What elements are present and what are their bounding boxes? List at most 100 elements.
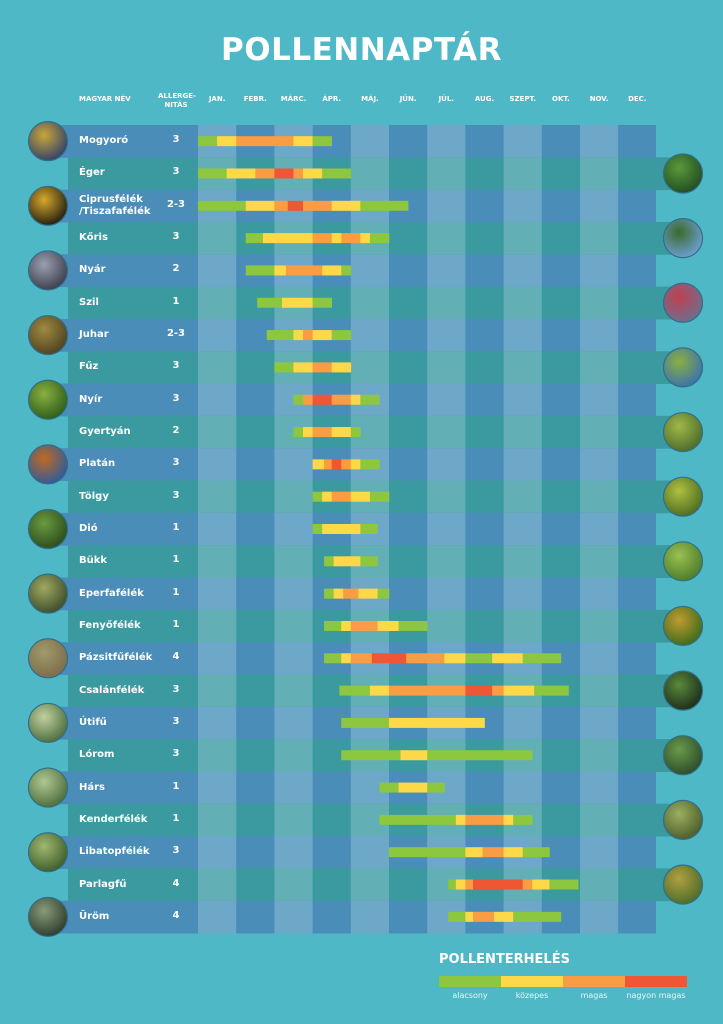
plant-photo bbox=[662, 605, 704, 647]
month-cell bbox=[198, 545, 237, 578]
month-cell bbox=[427, 125, 466, 158]
month-header: MÁRC. bbox=[280, 95, 307, 103]
pollen-segment bbox=[245, 233, 264, 244]
allergenity-value: 3 bbox=[172, 683, 180, 695]
plant-photo bbox=[662, 799, 704, 840]
pollen-segment bbox=[312, 362, 332, 373]
pollen-segment bbox=[473, 911, 495, 922]
table-row bbox=[68, 864, 704, 905]
month-cell bbox=[427, 189, 466, 223]
pollen-segment bbox=[322, 168, 352, 179]
plant-photo bbox=[27, 702, 69, 744]
legend-bar bbox=[439, 976, 687, 987]
pollen-segment bbox=[324, 588, 334, 599]
allergenity-value: 1 bbox=[172, 554, 180, 566]
allergenity-value: 3 bbox=[172, 715, 180, 727]
plant-name: Ciprusfélék/Tiszafafélék bbox=[79, 193, 151, 217]
month-cell bbox=[503, 480, 542, 514]
pollen-segment bbox=[274, 265, 287, 276]
pollen-segment bbox=[324, 653, 342, 664]
month-cell bbox=[580, 868, 619, 902]
pollen-segment bbox=[350, 620, 378, 631]
pollen-segment bbox=[303, 330, 313, 341]
month-cell bbox=[580, 706, 619, 740]
month-cell bbox=[427, 577, 466, 611]
month-cell bbox=[503, 512, 542, 546]
pollen-segment bbox=[341, 750, 401, 761]
month-cell bbox=[580, 189, 619, 223]
pollen-segment bbox=[400, 750, 428, 761]
pollen-segment bbox=[406, 653, 445, 664]
pollen-segment bbox=[379, 782, 399, 793]
plant-photo bbox=[27, 573, 69, 614]
month-cell bbox=[503, 351, 542, 385]
table-row bbox=[68, 282, 704, 323]
table-row bbox=[27, 638, 656, 679]
pollen-segment bbox=[360, 394, 380, 405]
allergenity-value: 1 bbox=[172, 586, 180, 598]
plant-name: Nyír bbox=[79, 393, 103, 405]
month-cell bbox=[580, 771, 619, 805]
month-cell bbox=[580, 221, 619, 255]
month-cell bbox=[580, 545, 619, 578]
allergenity-value: 4 bbox=[172, 909, 180, 921]
table-row bbox=[68, 476, 704, 517]
month-cell bbox=[580, 254, 619, 288]
month-cell bbox=[427, 448, 466, 482]
month-cell bbox=[274, 900, 313, 934]
pollen-segment bbox=[312, 427, 332, 438]
month-cell bbox=[350, 254, 389, 288]
month-cell bbox=[580, 642, 619, 675]
plant-photo bbox=[27, 121, 69, 162]
plant-photo bbox=[27, 896, 69, 937]
pollen-segment bbox=[331, 491, 352, 502]
pollen-segment bbox=[465, 911, 474, 922]
month-cell bbox=[198, 674, 237, 708]
table-row bbox=[27, 767, 656, 808]
month-cell bbox=[350, 868, 389, 902]
month-cell bbox=[503, 221, 542, 255]
pollen-segment bbox=[473, 879, 523, 890]
month-cell bbox=[503, 545, 542, 578]
allergenity-value: 1 bbox=[172, 780, 180, 792]
pollen-segment bbox=[322, 524, 361, 534]
table-row bbox=[68, 411, 704, 453]
month-cell bbox=[274, 642, 313, 675]
month-cell bbox=[503, 771, 542, 805]
pollen-segment bbox=[343, 588, 359, 599]
month-cell bbox=[198, 900, 237, 934]
month-header: MÁJ. bbox=[361, 95, 379, 103]
pollen-segment bbox=[534, 685, 569, 696]
plant-name: Eperfafélék bbox=[79, 587, 144, 599]
month-cell bbox=[274, 706, 313, 740]
pollen-segment bbox=[341, 459, 352, 470]
legend-swatch-very-high bbox=[625, 976, 687, 987]
month-cell bbox=[580, 318, 619, 352]
month-cell bbox=[350, 351, 389, 385]
month-cell bbox=[198, 577, 237, 611]
table-row bbox=[68, 605, 704, 647]
plant-name: Pázsitfűfélék bbox=[79, 652, 153, 664]
plant-name: Csalánfélék bbox=[79, 684, 145, 696]
month-cell bbox=[427, 545, 466, 578]
pollen-segment bbox=[303, 394, 313, 405]
plant-name: Lórom bbox=[79, 749, 115, 761]
pollen-segment bbox=[389, 847, 466, 858]
month-cell bbox=[274, 836, 313, 869]
pollen-segment bbox=[398, 620, 428, 631]
pollen-segment bbox=[389, 685, 466, 696]
pollen-segment bbox=[513, 911, 562, 922]
allergenity-value: 3 bbox=[172, 360, 180, 372]
pollen-segment bbox=[360, 524, 378, 534]
pollen-segment bbox=[427, 750, 533, 761]
plant-photo bbox=[662, 218, 704, 259]
table-row bbox=[27, 896, 656, 937]
pollen-segment bbox=[350, 459, 361, 470]
pollen-segment bbox=[331, 200, 361, 211]
month-cell bbox=[580, 351, 619, 385]
month-header: OKT. bbox=[552, 95, 570, 103]
month-cell bbox=[580, 577, 619, 611]
pollen-segment bbox=[341, 233, 361, 244]
month-cell bbox=[427, 415, 466, 449]
pollen-segment bbox=[257, 297, 283, 308]
